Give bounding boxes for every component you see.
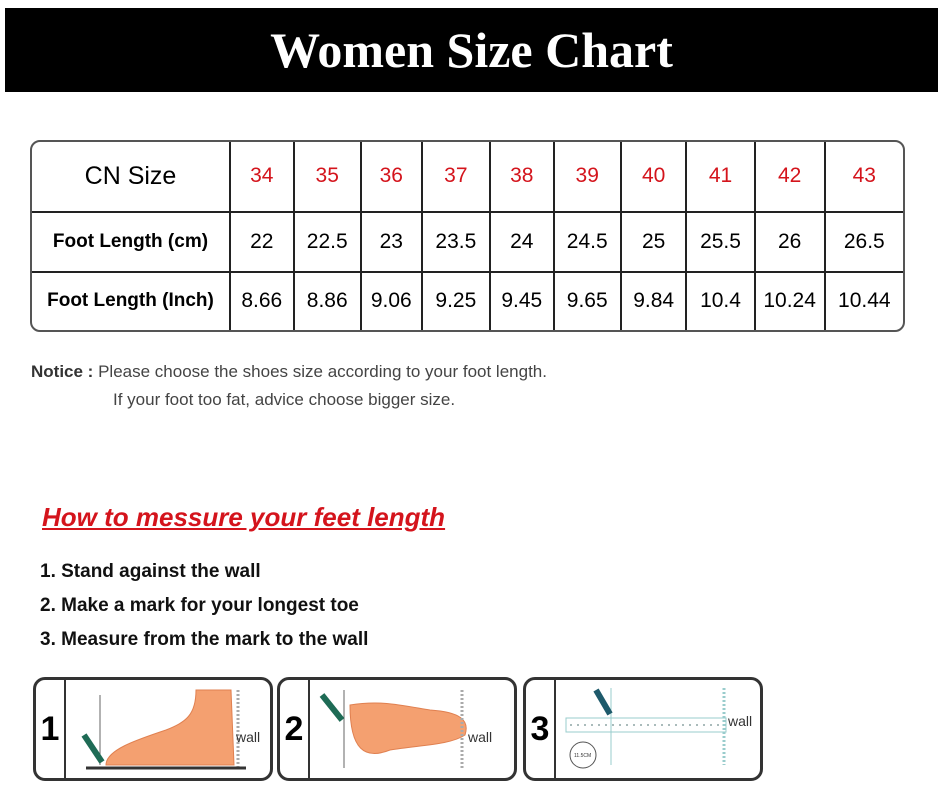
row-header: Foot Length (cm) xyxy=(32,210,231,273)
notice-line-2: If your foot too fat, advice choose bigg… xyxy=(113,390,456,409)
table-cell: 10.4 xyxy=(685,270,756,330)
notice: Notice : Please choose the shoes size ac… xyxy=(31,358,547,414)
table-cell: 22 xyxy=(228,210,295,273)
table-cell: 9.84 xyxy=(619,270,688,330)
step-3-panel: 3 11.5CM wall xyxy=(523,677,763,781)
table-cell: 9.06 xyxy=(359,270,423,330)
foot-top-illustration: wall xyxy=(319,690,492,768)
table-cell: 25 xyxy=(619,210,688,273)
notice-label: Notice : xyxy=(31,362,94,381)
svg-text:11.5CM: 11.5CM xyxy=(574,753,591,759)
foot-side-illustration: wall xyxy=(81,689,260,770)
table-cell: 25.5 xyxy=(685,210,756,273)
table-cell: 42 xyxy=(753,142,826,213)
step-number: 3 xyxy=(526,680,556,778)
row-header: CN Size xyxy=(32,142,231,213)
step-item: 3. Measure from the mark to the wall xyxy=(40,629,369,650)
step-number: 2 xyxy=(280,680,310,778)
table-cell: 23.5 xyxy=(420,210,491,273)
wall-label: wall xyxy=(235,729,260,745)
size-table: CN Size 34 35 36 37 38 39 40 41 42 43 Foot Length (… xyxy=(30,140,905,332)
table-row: CN Size 34 35 36 37 38 39 40 41 42 43 xyxy=(32,142,903,213)
ruler-illustration: 11.5CM wall xyxy=(565,688,752,769)
step-2-panel: 2 wall xyxy=(277,677,517,781)
table-cell: 24.5 xyxy=(552,210,622,273)
wall-label: wall xyxy=(727,713,752,729)
howto-title: How to messure your feet length xyxy=(42,502,446,532)
table-cell: 8.66 xyxy=(228,270,295,330)
table-cell: 22.5 xyxy=(292,210,362,273)
step-1-panel: 1 wall xyxy=(33,677,273,781)
table-cell: 23 xyxy=(359,210,423,273)
step-item: 2. Make a mark for your longest toe xyxy=(40,595,359,616)
step-item: 1. Stand against the wall xyxy=(40,561,261,582)
table-cell: 10.44 xyxy=(823,270,903,330)
table-cell: 38 xyxy=(488,142,555,213)
table-cell: 26.5 xyxy=(823,210,903,273)
table-cell: 41 xyxy=(685,142,756,213)
steps-list: 1. Stand against the wall 2. Make a mark… xyxy=(40,555,368,657)
table-cell: 24 xyxy=(488,210,555,273)
table-cell: 43 xyxy=(823,142,903,213)
page-title: Women Size Chart xyxy=(5,8,938,92)
table-cell: 34 xyxy=(228,142,295,213)
table-cell: 9.25 xyxy=(420,270,491,330)
table-cell: 9.45 xyxy=(488,270,555,330)
table-cell: 37 xyxy=(420,142,491,213)
step-number: 1 xyxy=(36,680,66,778)
table-cell: 35 xyxy=(292,142,362,213)
table-cell: 9.65 xyxy=(552,270,622,330)
table-cell: 8.86 xyxy=(292,270,362,330)
table-cell: 40 xyxy=(619,142,688,213)
notice-line-1: Please choose the shoes size according t… xyxy=(98,362,547,381)
wall-label: wall xyxy=(467,729,492,745)
row-header: Foot Length (Inch) xyxy=(32,270,231,330)
table-cell: 10.24 xyxy=(753,270,826,330)
table-cell: 39 xyxy=(552,142,622,213)
table-cell: 26 xyxy=(753,210,826,273)
table-cell: 36 xyxy=(359,142,423,213)
table-row: Foot Length (Inch) 8.66 8.86 9.06 9.25 9.45 9.… xyxy=(32,270,903,330)
table-row: Foot Length (cm) 22 22.5 23 23.5 24 24.5 25 25.5… xyxy=(32,210,903,273)
